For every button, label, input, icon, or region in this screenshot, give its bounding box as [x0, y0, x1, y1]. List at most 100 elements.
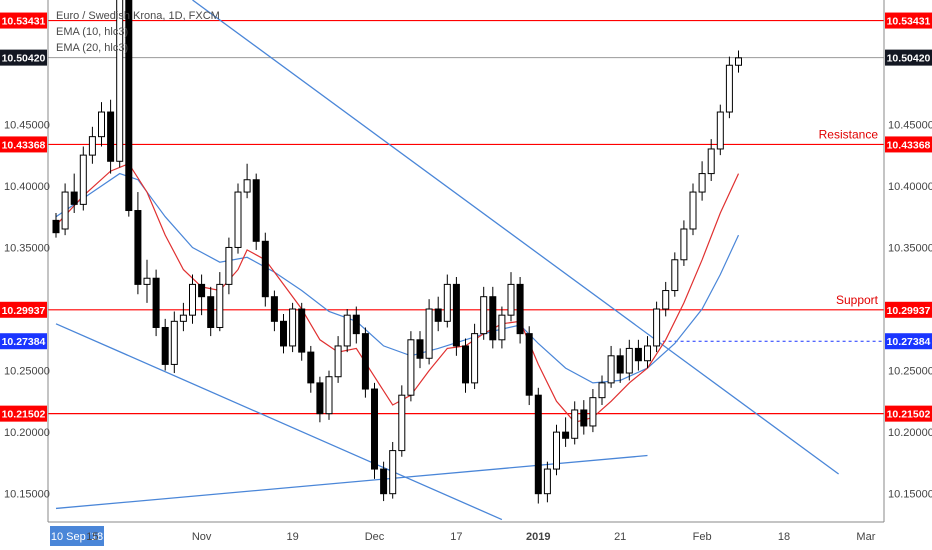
price-tag-right	[885, 136, 932, 153]
candle	[316, 376, 324, 423]
candle-body	[243, 179, 251, 193]
candle	[371, 382, 378, 479]
price-tag-right-label: 10.53431	[887, 16, 931, 28]
candle-body	[343, 314, 351, 347]
candle	[107, 99, 115, 174]
candle	[261, 232, 269, 307]
candle	[607, 345, 615, 388]
axes-layer: 10.15000 10.15000 10.20000 10.20000 10.25000…	[4, 0, 932, 546]
candle	[161, 318, 169, 371]
candle	[70, 173, 78, 213]
price-tag-left	[0, 49, 47, 66]
price-tag-right-label: 10.50420	[887, 53, 931, 65]
candle-body	[462, 345, 469, 384]
candle	[716, 104, 724, 156]
candle	[198, 274, 206, 316]
candle	[434, 296, 442, 332]
candle	[125, 0, 133, 217]
candle	[280, 313, 287, 354]
candle-body	[134, 210, 142, 285]
candle-body	[698, 173, 706, 193]
candle-body	[662, 290, 670, 310]
candle	[553, 424, 560, 476]
price-tag-left-label: 10.29937	[2, 305, 46, 317]
candle-body	[689, 191, 697, 230]
price-tag-right	[885, 49, 932, 66]
y-tick-label-right: 10.40000	[888, 181, 932, 193]
candle	[634, 339, 642, 371]
candle-body	[216, 283, 224, 328]
price-tag-right	[885, 301, 932, 318]
candle	[361, 327, 369, 398]
candle	[116, 0, 124, 168]
candle	[589, 389, 597, 433]
price-tag-left-label: 10.27384	[2, 336, 46, 348]
candle	[225, 237, 233, 295]
x-tick-label: 10 Sep '18	[51, 531, 103, 543]
candle	[580, 400, 588, 435]
candle-body	[270, 296, 278, 322]
candle-body	[480, 296, 488, 335]
candle	[462, 338, 469, 393]
candle-body	[416, 339, 424, 359]
price-tag-right-label: 10.29937	[887, 305, 931, 317]
candle	[270, 290, 278, 332]
candle	[498, 306, 506, 349]
candle-body	[434, 308, 442, 322]
x-tick-label: 18	[778, 531, 790, 543]
x-tick-label: Dec	[365, 531, 385, 543]
price-tag-left-label: 10.43368	[2, 139, 46, 151]
price-tag-right	[885, 333, 932, 350]
candle	[88, 126, 96, 164]
candle	[343, 309, 351, 353]
candle	[152, 269, 160, 337]
candle-body	[516, 283, 524, 335]
candle	[252, 173, 260, 250]
price-tag-right-label: 10.43368	[887, 139, 931, 151]
candle	[534, 387, 542, 504]
candle	[598, 375, 606, 406]
candle-body	[280, 320, 287, 347]
legend-ema10: EMA (10, hlc3)	[56, 26, 129, 38]
candle-body	[562, 431, 570, 439]
candle-body	[334, 345, 342, 378]
candle-body	[598, 382, 606, 399]
candle-body	[471, 333, 479, 384]
y-tick-label-right: 10.20000	[888, 427, 932, 439]
levels-layer: Resistance Support	[48, 19, 884, 415]
candle-body	[671, 259, 679, 292]
candle	[98, 102, 105, 147]
price-tag-left	[0, 333, 47, 350]
candle	[471, 323, 479, 390]
y-tick-label-left: 10.15000	[4, 489, 50, 501]
candle-body	[198, 283, 206, 298]
x-tick-label: Feb	[693, 531, 712, 543]
candle-body	[525, 333, 533, 396]
candle	[61, 183, 69, 236]
candle-body	[571, 409, 579, 439]
y-tick-label-right: 10.45000	[888, 119, 932, 131]
candle-body	[580, 409, 588, 427]
candle-body	[234, 191, 242, 248]
y-tick-label-left: 10.40000	[4, 181, 50, 193]
candle	[407, 331, 415, 402]
candle	[562, 417, 570, 447]
candle	[325, 370, 333, 420]
price-tag-left	[0, 136, 47, 153]
candle-body	[498, 314, 506, 341]
y-tick-label-left: 10.25000	[4, 366, 50, 378]
candle	[616, 348, 624, 383]
candle	[707, 139, 715, 181]
candle-body	[70, 191, 78, 205]
candle-body	[407, 339, 415, 396]
candle-body	[325, 376, 333, 415]
candle-body	[161, 326, 169, 365]
candle-body	[298, 308, 306, 353]
y-tick-label-left: 10.20000	[4, 427, 50, 439]
candle	[516, 277, 524, 344]
candle	[216, 272, 224, 332]
price-tag-left-label: 10.50420	[2, 53, 46, 65]
x-tick-label: Nov	[192, 531, 212, 543]
candle-body	[707, 148, 715, 175]
price-tag-left-label: 10.53431	[2, 16, 46, 28]
